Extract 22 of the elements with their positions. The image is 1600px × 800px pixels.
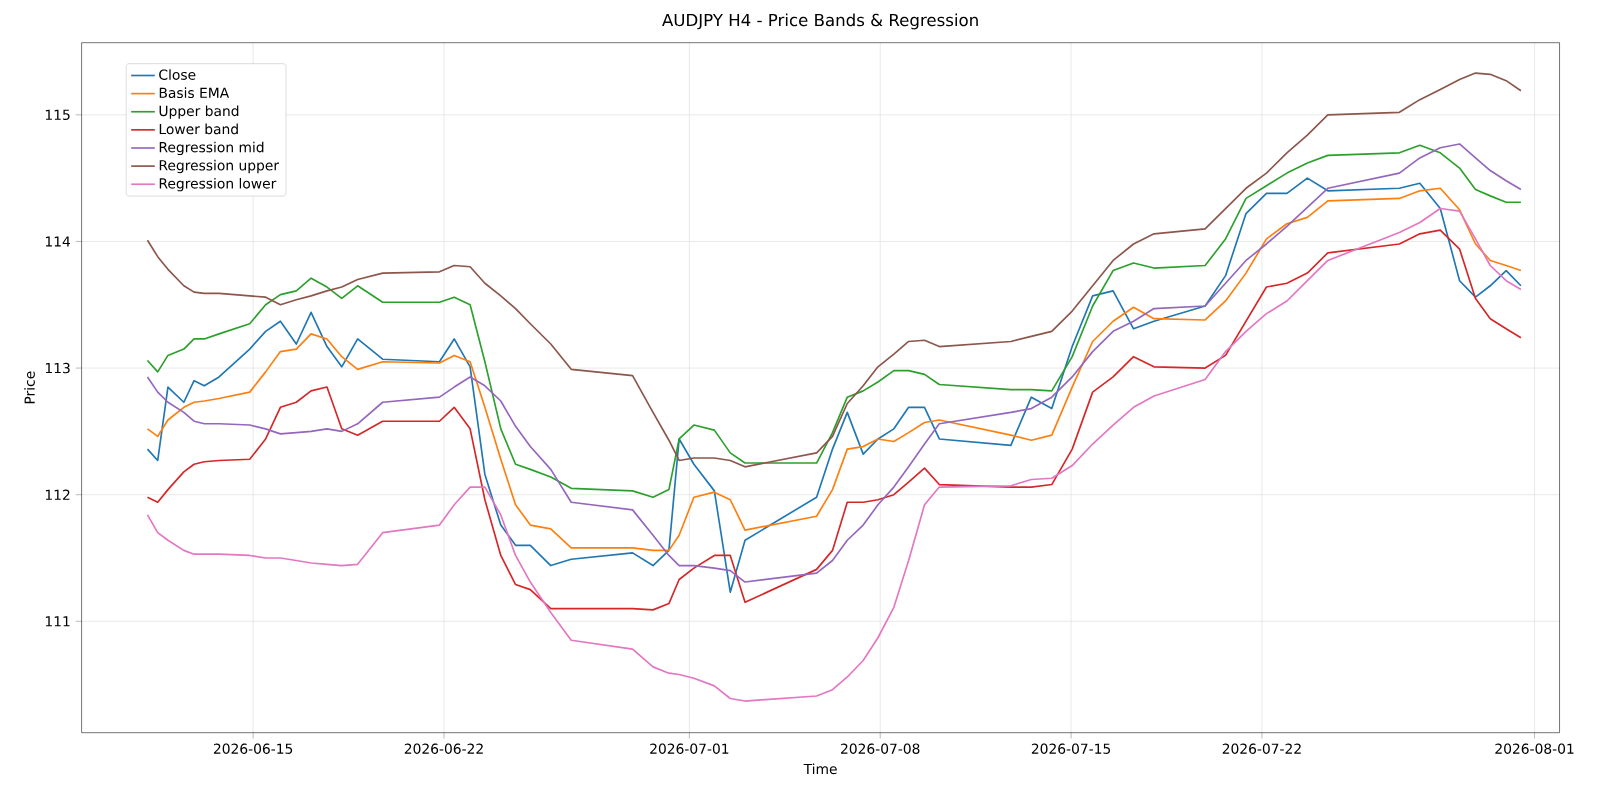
y-axis-title: Price [24,371,35,404]
x-tick-label: 2026-08-01 [1495,743,1574,754]
legend-label: Regression mid [159,141,264,156]
legend-label: Upper band [159,105,239,119]
chart-title: AUDJPY H4 - Price Bands & Regression [662,13,978,30]
y-tick-label: 113 [45,362,70,374]
x-tick-label: 2026-07-08 [841,743,920,754]
x-tick-label: 2026-06-15 [213,743,293,754]
legend-label: Close [159,69,196,80]
x-tick-label: 2026-07-01 [650,743,729,754]
y-tick-label: 114 [45,236,71,247]
legend-label: Lower band [159,123,238,135]
x-tick-label: 2026-07-15 [1031,743,1111,754]
legend-label: Regression upper [159,159,280,174]
x-axis-title: Time [803,763,837,775]
legend-label: Regression lower [159,177,277,192]
x-tick-label: 2026-06-22 [404,743,483,754]
x-tick-label: 2026-07-22 [1222,743,1301,754]
y-tick-label: 111 [45,616,70,627]
y-tick-label: 112 [45,489,70,500]
y-tick-label: 115 [45,109,70,120]
legend-label: Basis EMA [159,87,230,99]
